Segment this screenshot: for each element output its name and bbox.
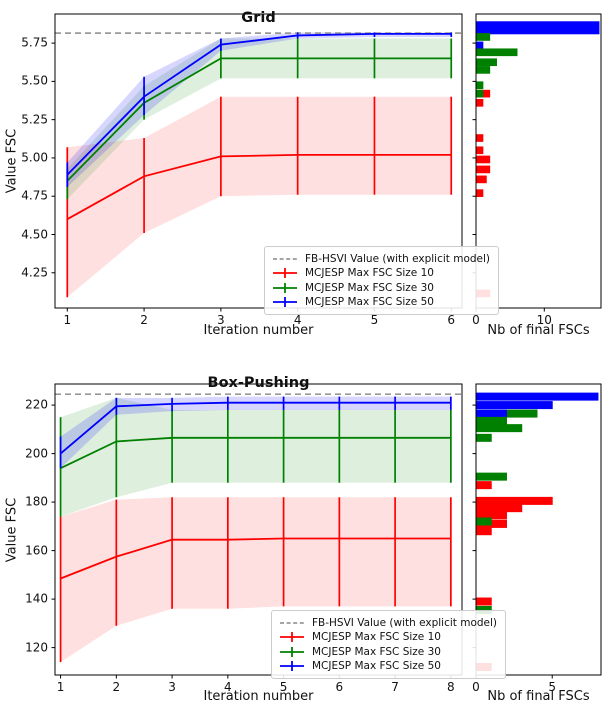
legend-label: FB-HSVI Value (with explicit model) (312, 616, 498, 629)
legend-label: MCJESP Max FSC Size 50 (305, 296, 434, 309)
errorbar-icon (273, 268, 297, 279)
tick-label: 1 (56, 680, 65, 694)
errorbar-icon (280, 646, 304, 657)
tick-label: 2 (112, 680, 121, 694)
tick-label: 8 (447, 680, 455, 694)
tick-label: 10 (536, 313, 552, 327)
box-pushing-y-axis-label: Value FSC (4, 497, 20, 563)
legend-label: MCJESP Max FSC Size 30 (305, 281, 434, 294)
tick-label: 5.25 (21, 112, 48, 127)
tick-label: 5.00 (21, 150, 48, 165)
legend-label: FB-HSVI Value (with explicit model) (305, 252, 491, 265)
legend-item-size-10: MCJESP Max FSC Size 10 (279, 631, 497, 645)
box-pushing-legend: FB-HSVI Value (with explicit model) MCJE… (271, 610, 507, 679)
tick-label: 180 (25, 494, 48, 509)
dashed-line-icon (280, 621, 304, 624)
tick-label: 5.75 (21, 35, 48, 50)
tick-label: 0 (472, 313, 480, 327)
tick-label: 160 (25, 543, 48, 558)
grid-hist-x-axis-label: Nb of final FSCs (487, 323, 590, 338)
errorbar-icon (280, 632, 304, 643)
tick-label: 1 (63, 313, 72, 327)
grid-title: Grid (241, 10, 276, 27)
errorbar-icon (273, 282, 297, 293)
legend-label: MCJESP Max FSC Size 50 (312, 660, 441, 673)
legend-label: MCJESP Max FSC Size 10 (305, 267, 434, 280)
tick-label: 220 (25, 397, 48, 412)
legend-label: MCJESP Max FSC Size 30 (312, 645, 441, 658)
tick-label: 140 (25, 591, 48, 606)
tick-label: 4.75 (21, 188, 48, 203)
tick-label: 6 (335, 680, 344, 694)
legend-label: MCJESP Max FSC Size 10 (312, 631, 441, 644)
legend-item-fb-hsvi: FB-HSVI Value (with explicit model) (272, 252, 490, 266)
tick-label: 5.50 (21, 73, 48, 88)
grid-x-axis-label: Iteration number (203, 323, 314, 338)
legend-item-size-50: MCJESP Max FSC Size 50 (279, 660, 497, 674)
tick-label: 6 (447, 313, 456, 327)
tick-label: 5 (279, 680, 288, 694)
legend-item-size-50: MCJESP Max FSC Size 50 (272, 296, 490, 310)
tick-label: 0 (472, 680, 480, 694)
tick-label: 2 (140, 313, 148, 327)
tick-label: 4 (224, 680, 232, 694)
box-pushing-title: Box-Pushing (207, 375, 310, 392)
box-pushing-hist-x-axis-label: Nb of final FSCs (487, 689, 590, 704)
tick-label: 4.25 (21, 265, 48, 280)
legend-item-size-30: MCJESP Max FSC Size 30 (272, 281, 490, 295)
legend-item-fb-hsvi: FB-HSVI Value (with explicit model) (279, 616, 497, 630)
legend-item-size-10: MCJESP Max FSC Size 10 (272, 267, 490, 281)
grid-legend: FB-HSVI Value (with explicit model) MCJE… (264, 246, 500, 315)
errorbar-icon (273, 297, 297, 308)
box-pushing-x-axis-label: Iteration number (203, 689, 314, 704)
errorbar-icon (280, 661, 304, 672)
legend-item-size-30: MCJESP Max FSC Size 30 (279, 645, 497, 659)
tick-label: 4.50 (21, 227, 48, 241)
tick-label: 7 (391, 680, 399, 694)
tick-label: 4 (293, 313, 302, 327)
tick-label: 5 (370, 313, 379, 327)
dashed-line-icon (273, 257, 297, 260)
tick-label: 200 (25, 446, 48, 461)
tick-label: 3 (168, 680, 176, 694)
tick-label: 120 (25, 640, 48, 655)
tick-label: 3 (217, 313, 225, 327)
tick-label: 5 (548, 680, 557, 694)
